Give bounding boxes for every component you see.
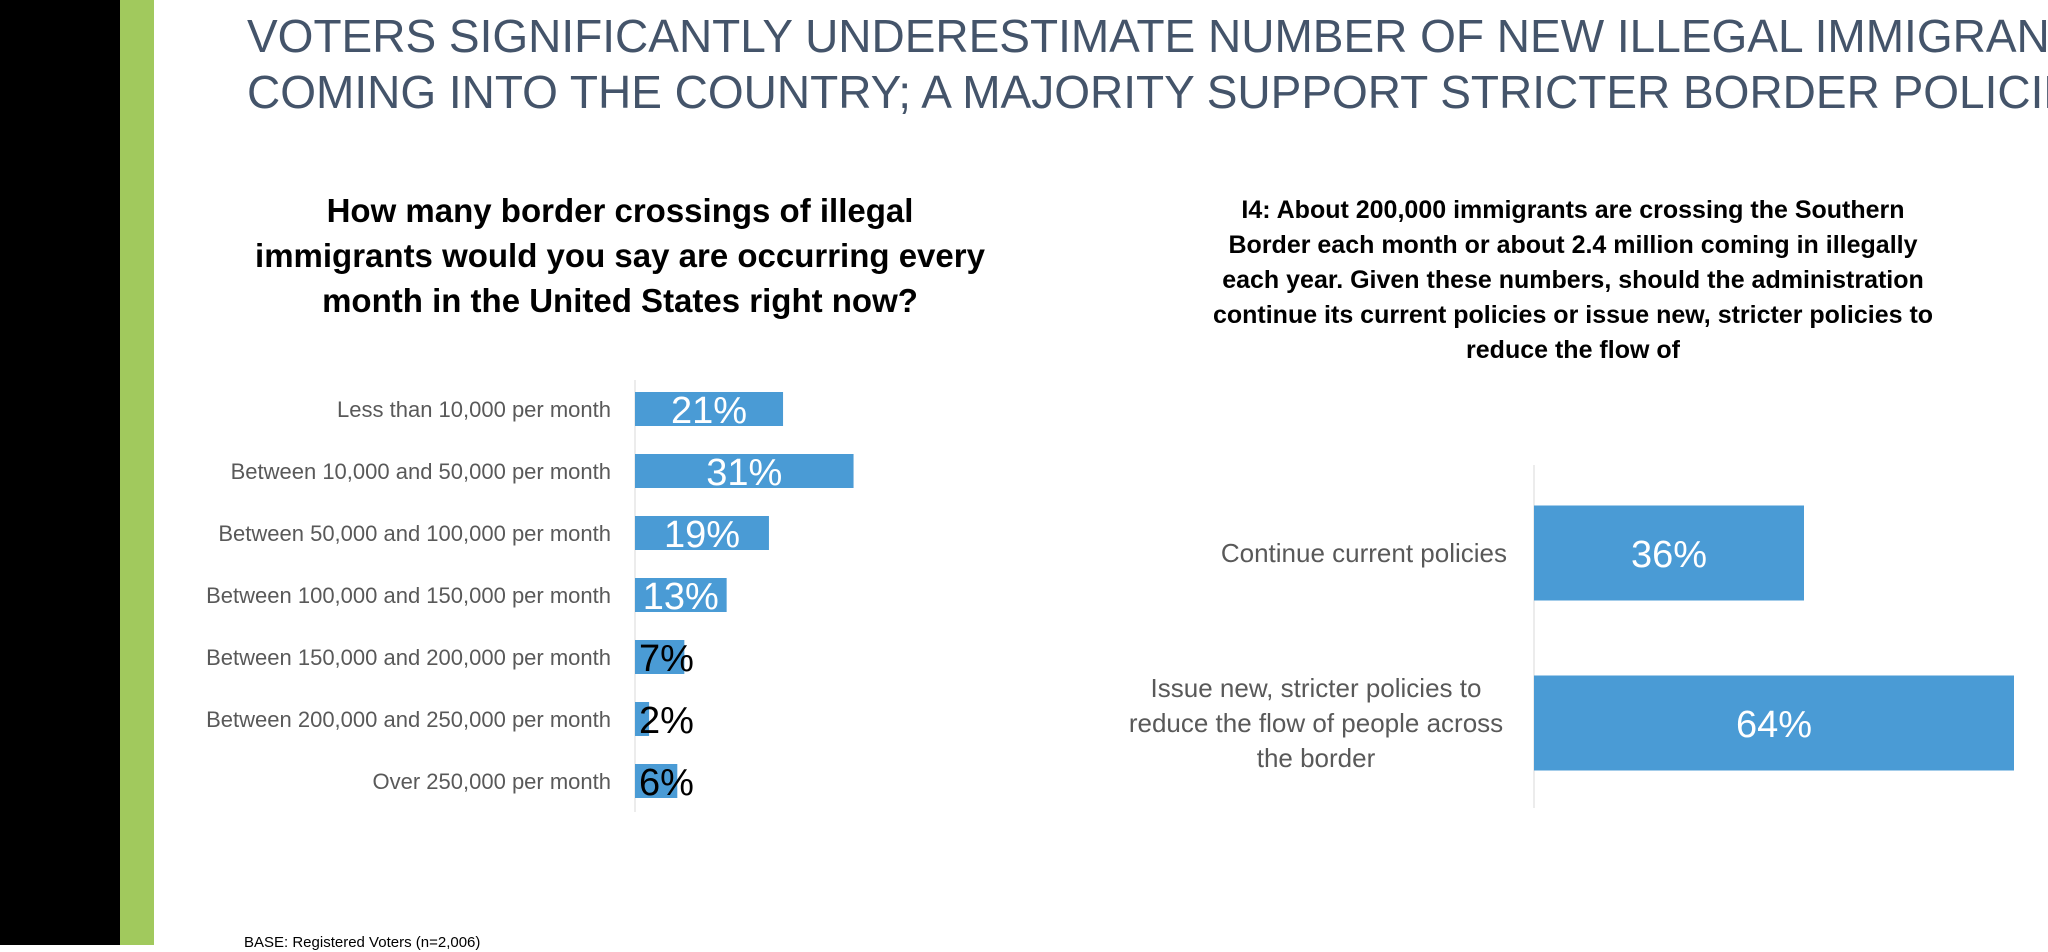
category-label: Between 150,000 and 200,000 per month [206,645,611,670]
left-question: How many border crossings of illegal imm… [250,188,990,323]
bar [635,392,784,426]
slide-title-line-1: VOTERS SIGNIFICANTLY UNDERESTIMATE NUMBE… [247,10,2048,62]
slide-title-line-2: COMING INTO THE COUNTRY; A MAJORITY SUPP… [247,66,2048,118]
category-label: Continue current policies [1221,538,1507,568]
bar [1534,675,2014,771]
category-label: Issue new, stricter policies to [1151,673,1482,703]
category-label: Over 250,000 per month [373,769,611,794]
data-label: 21% [671,390,747,432]
bar [635,454,854,488]
bar [635,640,685,674]
category-label: the border [1257,743,1376,773]
bar [635,516,769,550]
bar [635,702,650,736]
right-question-line: I4: About 200,000 immigrants are crossin… [1241,196,1905,224]
left-question-line: How many border crossings of illegal [326,192,914,229]
right-question-line: Border each month or about 2.4 million c… [1228,231,1918,259]
right-question: I4: About 200,000 immigrants are crossin… [1193,193,1953,368]
data-label: 7% [639,638,694,680]
bar [635,764,678,798]
category-label: Between 100,000 and 150,000 per month [206,583,611,608]
left-question-line: immigrants would you say are occurring e… [255,237,985,274]
data-label: 2% [639,700,694,742]
category-label: Between 50,000 and 100,000 per month [218,521,611,546]
category-label: Between 200,000 and 250,000 per month [206,707,611,732]
data-label: 13% [643,576,719,618]
category-label: Between 10,000 and 50,000 per month [231,459,611,484]
left-black-margin [0,0,120,945]
data-label: 6% [639,762,694,804]
category-label: Less than 10,000 per month [337,397,611,422]
data-label: 36% [1631,534,1707,576]
data-label: 31% [706,452,782,494]
base-note: BASE: Registered Voters (n=2,006) [244,934,481,951]
bar [1534,505,1804,601]
left-question-line: month in the United States right now? [322,282,918,319]
slide-title: VOTERS SIGNIFICANTLY UNDERESTIMATE NUMBE… [247,8,2048,120]
category-label: reduce the flow of people across [1129,708,1503,738]
right-question-line: each year. Given these numbers, should t… [1222,266,1924,294]
data-label: 19% [664,514,740,556]
data-label: 64% [1736,704,1812,746]
right-question-line: reduce the flow of [1466,336,1680,364]
right-question-line: continue its current policies or issue n… [1212,301,1934,329]
accent-stripe [120,0,154,945]
bar [635,578,727,612]
